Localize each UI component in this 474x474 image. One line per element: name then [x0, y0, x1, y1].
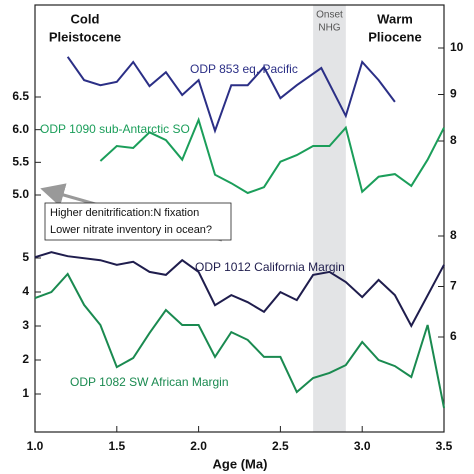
- y2-tick-label: 8: [450, 228, 457, 242]
- y2-tick-label: 10: [450, 40, 464, 54]
- y2-tick-label: 7: [450, 279, 457, 293]
- x-axis-label: Age (Ma): [213, 456, 268, 471]
- y2-tick-label: 8: [450, 133, 457, 147]
- y-tick-label: 4: [22, 284, 29, 298]
- annotation: Cold: [71, 11, 100, 26]
- series-line: [34, 272, 445, 409]
- series-line: [66, 56, 396, 134]
- annotation: Warm: [377, 11, 413, 26]
- y-tick-label: 5.0: [12, 187, 29, 201]
- y-tick-label: 6.0: [12, 122, 29, 136]
- highlight-band: [313, 5, 346, 432]
- series-label: ODP 1090 sub-Antarctic SO: [40, 122, 190, 136]
- y2-tick-label: 9: [450, 87, 457, 101]
- series-label: ODP 853 eq. Pacific: [190, 62, 298, 76]
- note-box: [44, 202, 232, 241]
- note-text: Lower nitrate inventory in ocean?: [50, 224, 212, 236]
- x-tick-label: 2.0: [190, 439, 207, 453]
- x-tick-label: 3.5: [436, 439, 453, 453]
- background-layer: [313, 5, 346, 432]
- y2-tick-label: 6: [450, 329, 457, 343]
- y-tick-label: 5: [22, 250, 29, 264]
- annotation: Pleistocene: [49, 29, 121, 44]
- highlight-label: NHG: [318, 23, 340, 34]
- annotation: Pliocene: [368, 29, 421, 44]
- x-tick-label: 2.5: [272, 439, 289, 453]
- x-tick-label: 1.0: [27, 439, 44, 453]
- y-tick-label: 1: [22, 386, 29, 400]
- plot-frame: [34, 4, 445, 433]
- series-label: ODP 1012 California Margin: [195, 260, 345, 274]
- x-tick-label: 3.0: [354, 439, 371, 453]
- series-label: ODP 1082 SW African Margin: [70, 375, 229, 389]
- x-tick-label: 1.5: [108, 439, 125, 453]
- series-line: [99, 116, 445, 195]
- note-text: Higher denitrification:N fixation: [50, 207, 199, 219]
- y-tick-label: 2: [22, 352, 29, 366]
- y-tick-label: 3: [22, 318, 29, 332]
- y-tick-label: 5.5: [12, 155, 29, 169]
- highlight-label: Onset: [316, 10, 343, 21]
- series-line: [34, 251, 445, 329]
- y-tick-label: 6.5: [12, 89, 29, 103]
